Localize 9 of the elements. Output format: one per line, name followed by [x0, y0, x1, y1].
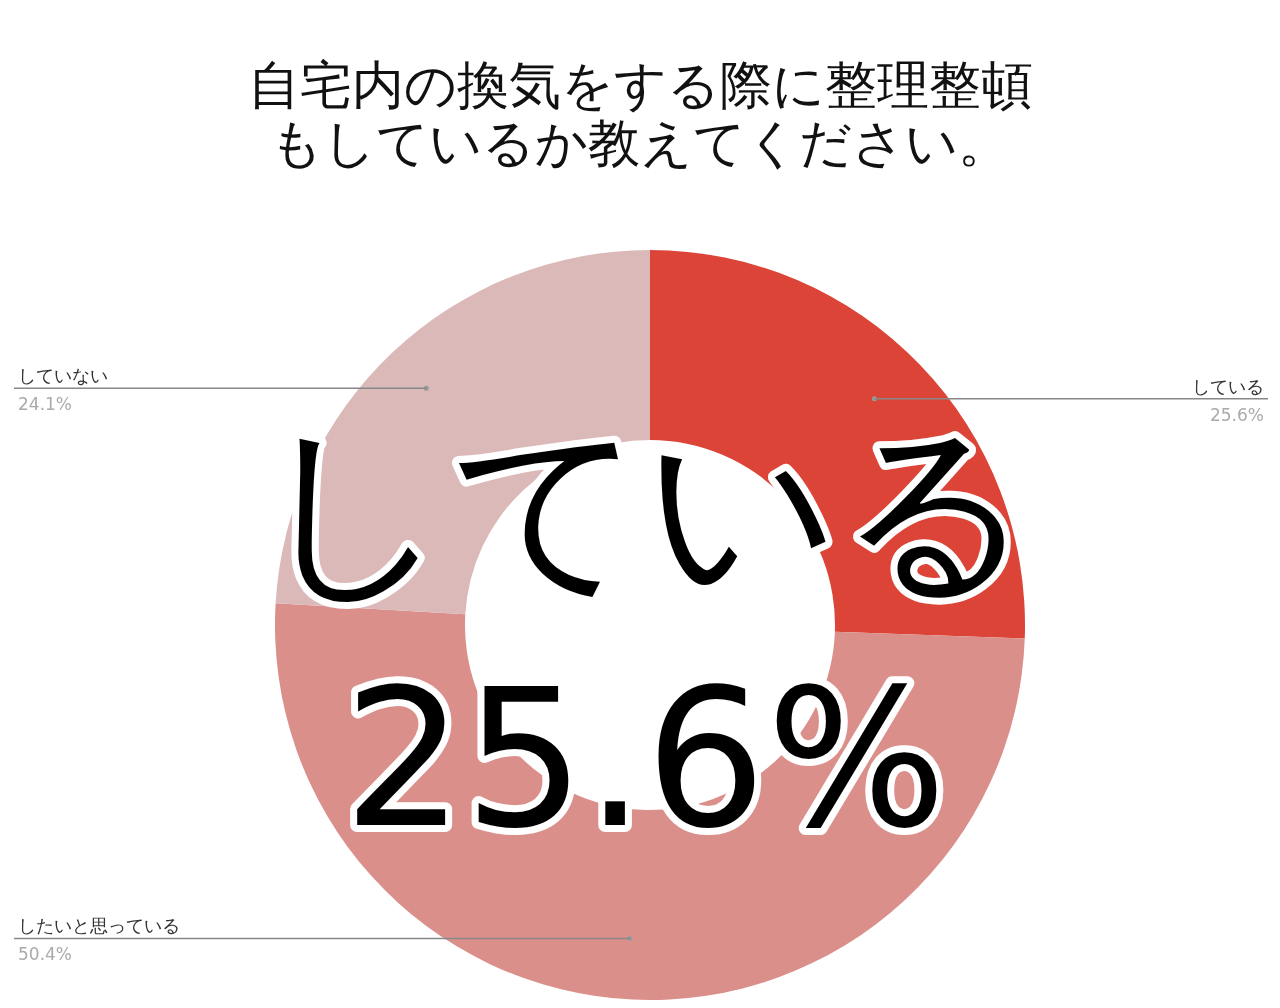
- slice-label: している: [1192, 375, 1264, 397]
- slice-label: していない: [18, 365, 108, 387]
- text: 25.6%: [343, 649, 947, 870]
- data-label: 24.1%: [18, 394, 73, 415]
- data-label: 25.6%: [1209, 404, 1264, 425]
- chart-title: 自宅内の換気をする際に整理整頓もしているか教えてください。: [246, 55, 1034, 173]
- slice-label: したいと思っている: [18, 915, 180, 937]
- donut-slice: [275, 250, 650, 615]
- data-label: 50.4%: [18, 944, 73, 965]
